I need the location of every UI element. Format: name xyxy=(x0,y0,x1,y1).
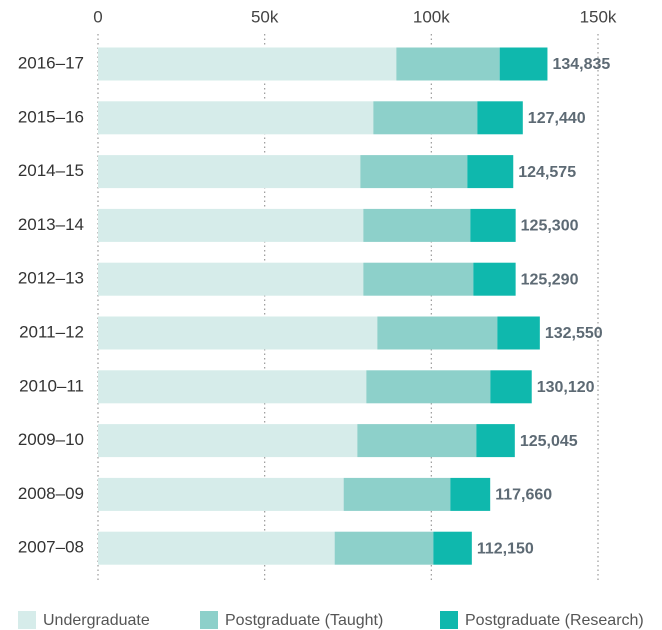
bar-segment xyxy=(357,424,477,458)
bar-segment xyxy=(98,316,378,350)
total-label: 130,120 xyxy=(537,379,595,396)
y-tick-label: 2014–15 xyxy=(18,161,84,180)
legend-swatch xyxy=(200,611,218,629)
bar-segment xyxy=(98,101,374,135)
y-tick-label: 2009–10 xyxy=(18,430,84,449)
x-tick-label: 0 xyxy=(93,7,102,26)
bar-segment xyxy=(377,316,498,350)
bar-segment xyxy=(490,370,532,404)
bar-segment xyxy=(470,208,516,242)
total-label: 125,290 xyxy=(521,271,579,288)
bar-segment xyxy=(363,208,471,242)
x-tick-label: 50k xyxy=(251,7,279,26)
legend-label: Undergraduate xyxy=(43,612,150,629)
y-tick-label: 2015–16 xyxy=(18,107,84,126)
total-label: 125,045 xyxy=(520,433,578,450)
total-label: 112,150 xyxy=(477,540,534,557)
bar-segment xyxy=(473,262,516,296)
total-label: 134,835 xyxy=(552,56,610,73)
y-tick-label: 2007–08 xyxy=(18,538,84,557)
bar-segment xyxy=(497,316,540,350)
total-label: 125,300 xyxy=(521,218,579,235)
legend-label: Postgraduate (Taught) xyxy=(225,612,383,629)
bar-segment xyxy=(98,370,367,404)
legend-swatch xyxy=(18,611,36,629)
bar-segment xyxy=(373,101,478,135)
bar-segment xyxy=(476,424,515,458)
legend-label: Postgraduate (Research) xyxy=(465,612,644,629)
y-tick-label: 2011–12 xyxy=(19,322,84,341)
x-tick-label: 150k xyxy=(580,7,617,26)
bar-segment xyxy=(396,47,500,81)
total-label: 132,550 xyxy=(545,325,603,342)
bar-segment xyxy=(98,47,397,81)
bar-segment xyxy=(98,531,335,565)
bar-segment xyxy=(366,370,491,404)
bar-segment xyxy=(98,262,364,296)
bar-segment xyxy=(98,477,344,511)
legend-swatch xyxy=(440,611,458,629)
bar-segment xyxy=(450,477,491,511)
total-label: 117,660 xyxy=(495,487,552,504)
y-tick-label: 2013–14 xyxy=(18,215,84,234)
total-label: 127,440 xyxy=(528,110,586,127)
bar-segment xyxy=(98,155,361,189)
y-tick-label: 2008–09 xyxy=(18,484,84,503)
bar-segment xyxy=(98,424,358,458)
y-tick-label: 2010–11 xyxy=(19,376,84,395)
total-label: 124,575 xyxy=(518,164,576,181)
bar-segment xyxy=(477,101,523,135)
bar-segment xyxy=(360,155,468,189)
bar-segment xyxy=(98,208,364,242)
bar-segment xyxy=(334,531,434,565)
bar-segment xyxy=(499,47,548,81)
bar-segment xyxy=(433,531,472,565)
bar-segment xyxy=(363,262,474,296)
y-tick-label: 2016–17 xyxy=(18,53,84,72)
x-tick-label: 100k xyxy=(413,7,450,26)
y-tick-label: 2012–13 xyxy=(18,269,84,288)
bar-segment xyxy=(467,155,514,189)
bar-segment xyxy=(343,477,451,511)
